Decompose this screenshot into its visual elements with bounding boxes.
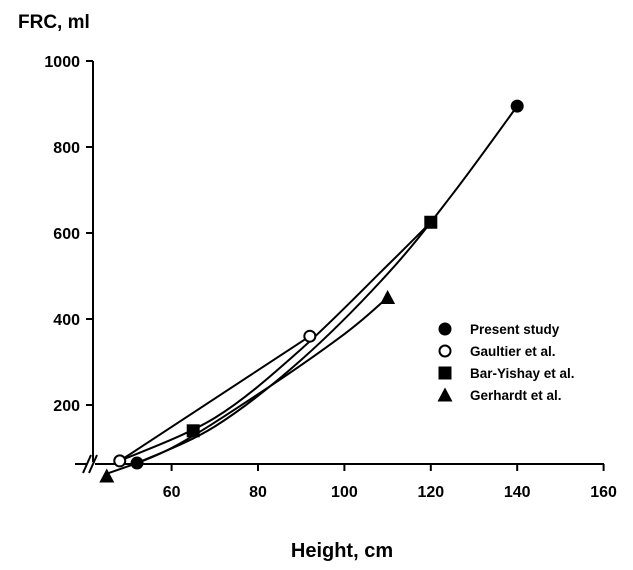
y-tick-label: 1000 [44, 54, 80, 71]
data-point [113, 454, 127, 468]
y-ticks: 200 400 600 800 1000 [44, 54, 93, 415]
data-point [510, 99, 524, 113]
x-ticks: 60 80 100 120 140 160 [163, 464, 617, 501]
x-tick-label: 160 [590, 484, 617, 501]
legend-marker [438, 322, 452, 336]
data-point [186, 424, 200, 438]
data-point [99, 468, 115, 483]
legend-marker [438, 366, 452, 380]
x-tick-label: 140 [504, 484, 531, 501]
fitted-curve-2 [119, 221, 432, 462]
legend-marker [438, 344, 452, 358]
x-tick-label: 100 [331, 484, 358, 501]
fitted-curves [106, 105, 519, 475]
fitted-curve-3 [119, 335, 311, 462]
data-point [303, 329, 317, 343]
legend-label: Gaultier et al. [470, 344, 556, 359]
legend-marker [437, 387, 453, 402]
data-point [130, 456, 144, 470]
y-tick-label: 200 [53, 398, 80, 415]
legend-label: Present study [470, 322, 560, 337]
x-axis-title: Height, cm [291, 540, 393, 562]
legend-label: Bar-Yishay et al. [470, 366, 575, 381]
data-points [99, 99, 524, 483]
legend-label: Gerhardt et al. [470, 388, 562, 403]
y-tick-label: 400 [53, 312, 80, 329]
x-tick-label: 120 [417, 484, 444, 501]
y-axis-title: FRC, ml [18, 12, 90, 33]
legend: Present study Gaultier et al. Bar-Yishay e… [437, 322, 575, 403]
x-tick-label: 80 [249, 484, 267, 501]
data-point [424, 215, 438, 229]
data-point [380, 290, 396, 304]
fitted-curve-1 [136, 105, 519, 464]
fitted-curve-4 [106, 296, 389, 475]
y-tick-label: 800 [53, 140, 80, 157]
axis-break-marker [82, 454, 98, 474]
x-tick-label: 60 [163, 484, 181, 501]
y-tick-label: 600 [53, 226, 80, 243]
